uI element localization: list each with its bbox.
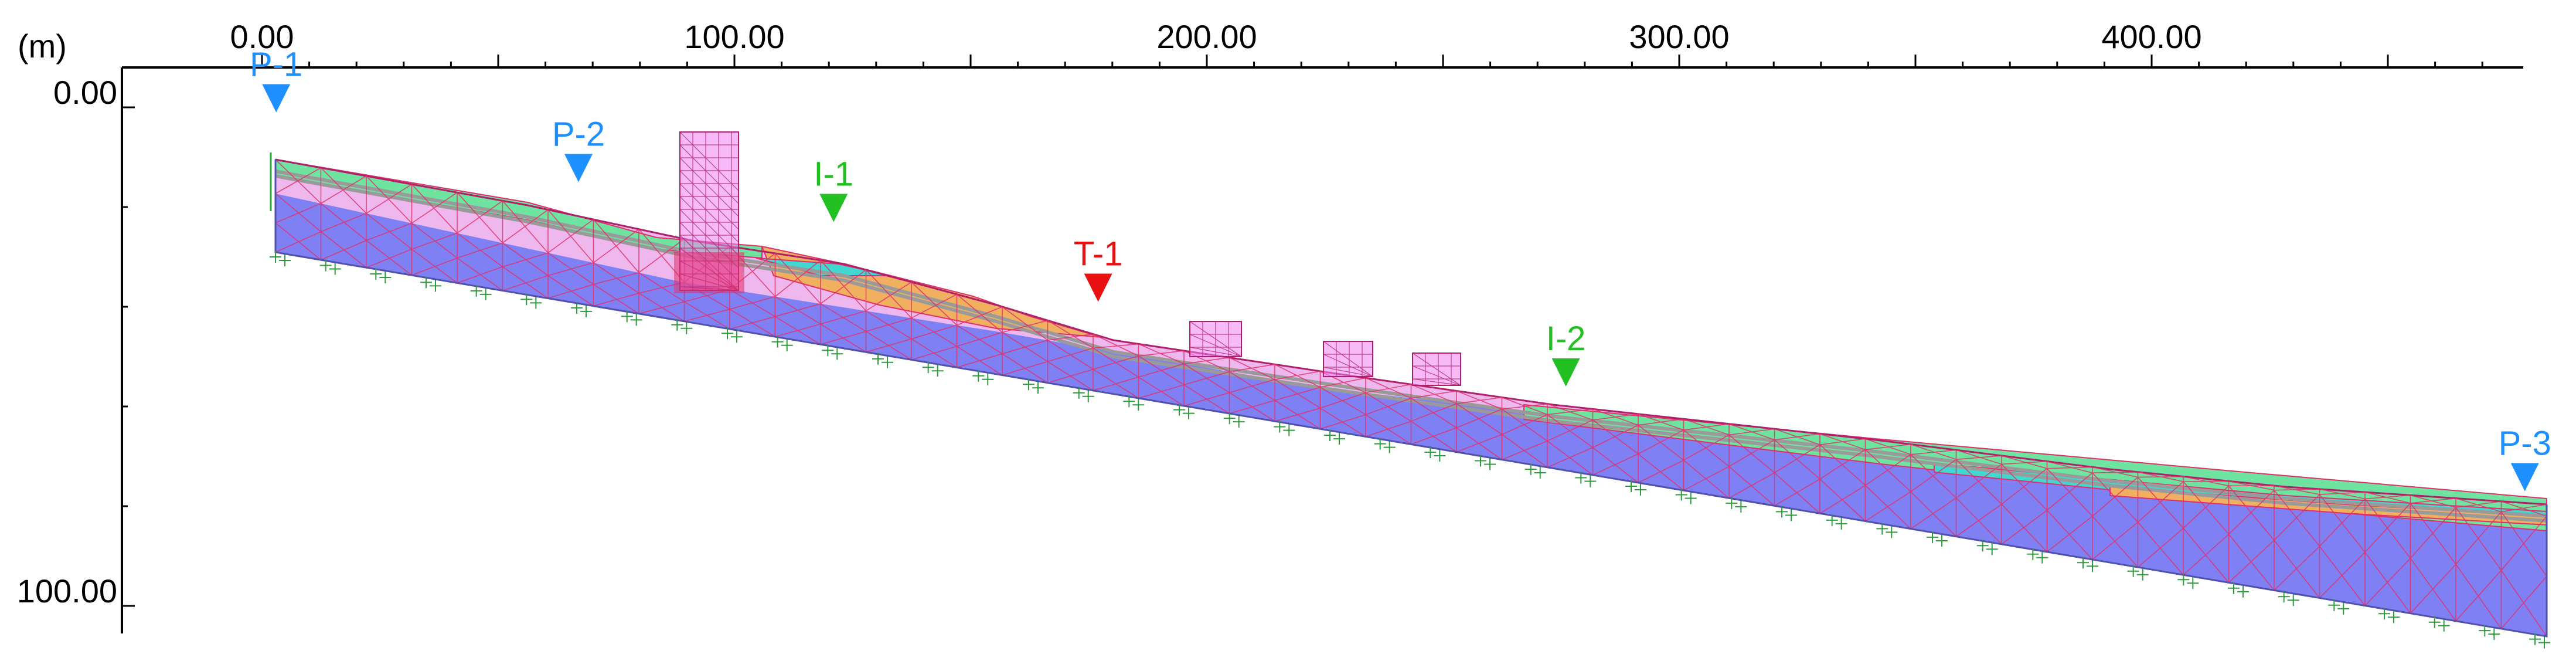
marker-i-2: I-2: [1546, 320, 1586, 387]
marker-t-1: T-1: [1074, 235, 1123, 302]
x-tick-label: 300.00: [1629, 18, 1729, 55]
y-tick-label: 100.00: [17, 572, 117, 609]
marker-p-2: P-2: [552, 116, 605, 182]
marker-label: T-1: [1074, 235, 1123, 273]
marker-label: I-1: [814, 155, 853, 194]
y-tick-marks: [122, 66, 135, 607]
support-symbols: [270, 251, 2550, 649]
y-tick-label: 0.00: [53, 74, 117, 111]
structure-2: [1189, 321, 1242, 357]
gray-stratum-1: [275, 174, 2547, 523]
model-boundary: [274, 160, 2548, 638]
structure-grid: [1323, 341, 1373, 377]
x-tick-label: 200.00: [1156, 18, 1257, 55]
marker-p-1: P-1: [250, 46, 302, 113]
weathered-layer: [275, 160, 2547, 516]
boundary-supports: [270, 152, 2550, 649]
structure-grid: [1412, 353, 1461, 386]
fem-mesh: [274, 159, 2548, 638]
marker-triangle-icon: [262, 84, 291, 113]
marker-triangle-icon: [1551, 358, 1580, 387]
mesh-lines: [275, 159, 2547, 637]
structure-grid: [1189, 321, 1242, 357]
x-tick-label: 0.00: [230, 18, 294, 55]
y-axis-ticks: 0.00 100.00: [17, 66, 135, 609]
marker-label: P-2: [552, 116, 605, 154]
x-tick-label: 400.00: [2101, 18, 2201, 55]
marker-triangle-icon: [819, 194, 848, 222]
marker-triangle-icon: [2510, 463, 2539, 492]
x-axis-ticks: 0.00 100.00 200.00 300.00 400.00: [230, 18, 2483, 67]
x-tick-marks: [261, 55, 2483, 67]
marker-label: P-1: [250, 46, 302, 84]
marker-label: P-3: [2499, 425, 2551, 463]
unit-label: (m): [18, 28, 67, 65]
marker-i-1: I-1: [814, 155, 853, 222]
ground-surface: [275, 158, 2547, 506]
x-tick-label: 100.00: [684, 18, 784, 55]
marker-p-3: P-3: [2499, 425, 2551, 492]
axes: 0.00 100.00 200.00 300.00 400.00 0.00100.00 …: [17, 18, 2523, 633]
structures: [674, 131, 1461, 386]
gray-stratum-0: [275, 170, 2547, 518]
structure-3: [1323, 341, 1373, 377]
marker-label: I-2: [1546, 320, 1586, 358]
structure-4: [1412, 353, 1461, 386]
marker-triangle-icon: [564, 154, 593, 182]
monitoring-markers: P-1 P-2 I-1 T-1 I-2 P-3: [250, 46, 2551, 492]
marker-triangle-icon: [1084, 273, 1112, 302]
foundation-dense-mesh: [674, 252, 744, 293]
